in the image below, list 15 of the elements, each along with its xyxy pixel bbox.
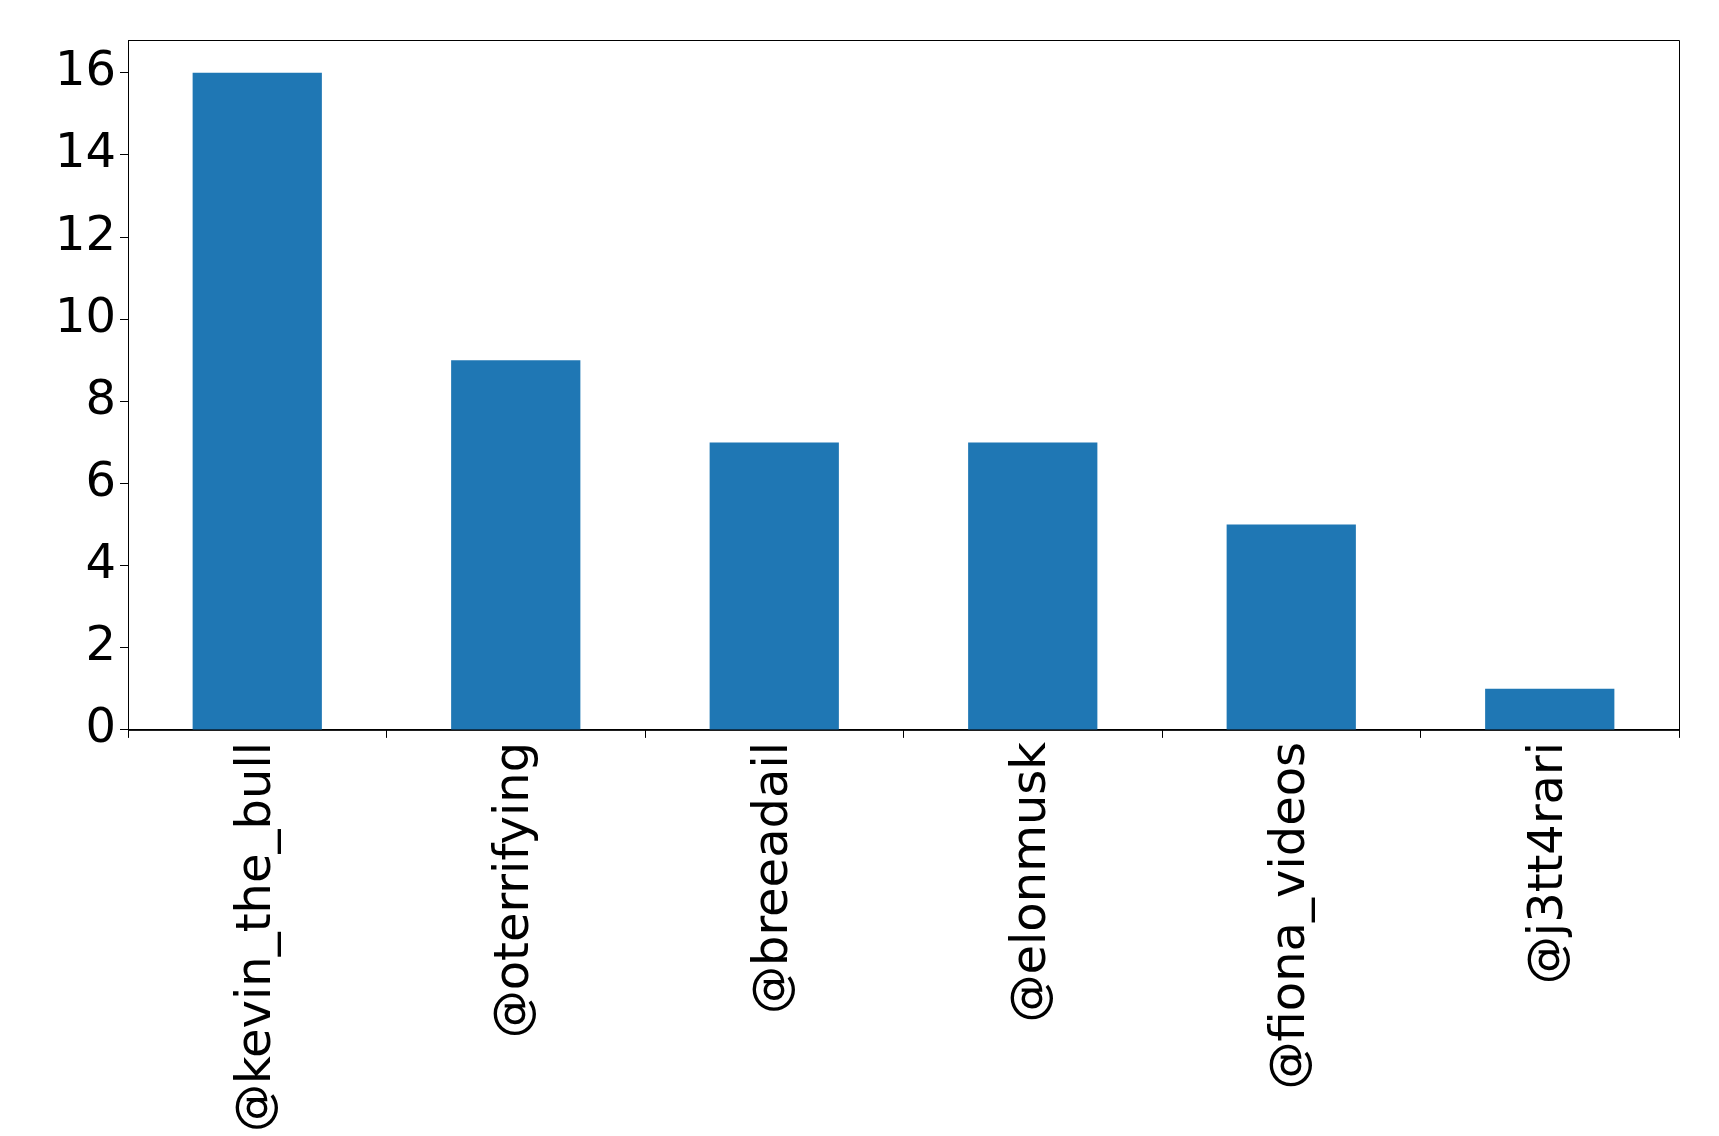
x-tick-label: @j3tt4rari <box>1517 741 1574 985</box>
y-tick-label: 6 <box>85 450 116 507</box>
x-tick-label: @kevin_the_bull <box>224 741 281 1133</box>
y-tick-label: 0 <box>85 697 116 754</box>
x-tick-label: @fiona_videos <box>1258 741 1315 1090</box>
y-tick-label: 4 <box>85 533 116 590</box>
y-tick-label: 16 <box>54 40 116 97</box>
y-tick-label: 2 <box>85 615 116 672</box>
x-tick-label: @breeadail <box>741 741 798 1015</box>
x-tick-label: @oterrifying <box>483 741 540 1039</box>
x-tick-label: @elonmusk <box>1000 741 1057 1023</box>
y-tick-label: 12 <box>54 204 116 261</box>
y-tick-label: 10 <box>54 286 116 343</box>
y-tick-label: 14 <box>54 122 116 179</box>
y-tick-label: 8 <box>85 368 116 425</box>
